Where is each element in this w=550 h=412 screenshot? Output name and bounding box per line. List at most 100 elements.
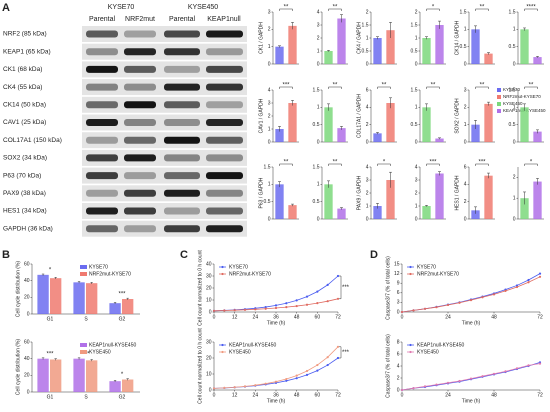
legend-label: KEAP1null-KYSE450 [89,342,136,348]
blot-band [206,65,243,73]
y-tick-label: 4 [268,87,271,93]
y-tick-label: 1.5 [509,9,516,15]
point [326,363,329,367]
y-tick-label: 10 [206,371,212,377]
y-tick-label: 2 [513,175,516,181]
blot-band [86,30,118,38]
y-tick-label: 1 [415,203,418,209]
bar [484,53,493,64]
y-tick-label: 3 [464,87,467,93]
y-tick-label: 2 [397,375,400,381]
point [446,303,450,307]
protein-label: SOX2 (34 kDa) [3,155,47,162]
blot-strip [82,149,160,166]
y-tick-label: 0.5 [313,199,320,205]
significance: ** [480,83,485,89]
y-tick-label: 4 [397,363,400,369]
y-tick-label: 20 [24,373,30,379]
x-tick-label: 60 [315,392,321,398]
y-tick-label: 0 [513,216,516,222]
bar [386,103,395,142]
x-tick-label: 24 [253,392,259,398]
blot-strip [82,61,160,78]
protein-label: CAV1 (25 kDa) [3,119,46,126]
point [458,301,461,304]
blot-band [124,65,156,73]
x-axis-label: Time (h) [462,398,481,404]
blot-strip [160,220,247,237]
cell-line: KYSE70 [108,4,135,11]
protein-label: GAPDH (36 kDa) [3,225,53,232]
y-tick-label: 2 [415,190,418,196]
bar [386,30,395,64]
blot-band [124,136,156,144]
x-tick-label: 36 [273,392,279,398]
significance-bracket [339,346,342,359]
y-tick-label: 3 [268,9,271,15]
blot-strip [160,79,247,96]
blot-band [206,225,243,233]
point [538,272,542,275]
bar [73,282,85,314]
x-tick-label: 12 [232,314,238,320]
y-tick-label: 2 [366,190,369,196]
point [336,345,340,348]
bar [86,283,98,314]
significance-bracket [328,86,342,89]
bar [422,38,431,64]
y-tick-label: 1.5 [313,164,320,170]
significance-bracket [475,8,489,11]
legend-marker [409,265,412,269]
y-tick-label: 0 [317,61,320,67]
x-axis-label: Time (h) [462,320,481,326]
significance-bracket [426,86,440,89]
legend-swatch [80,350,87,354]
x-tick-label: 24 [253,314,259,320]
significance: ** [333,5,338,11]
x-axis-label: Time (h) [267,398,286,404]
y-axis-label: CK14 / GAPDH [454,20,460,55]
x-tick-label: G1 [47,394,54,400]
line [401,363,541,391]
bar [288,103,297,142]
point [527,278,530,282]
y-tick-label: 30 [206,273,212,279]
y-tick-label: 0 [366,216,369,222]
blot-band [86,225,118,233]
y-tick-label: 0 [268,216,271,222]
y-tick-label: 12 [394,271,400,277]
x-tick-label: 24 [445,392,451,398]
y-tick-label: 1 [513,27,516,33]
legend-marker [221,343,224,347]
blot-strip [160,43,247,60]
bar [422,206,431,219]
protein-label: COL17A1 (150 kDa) [3,137,62,144]
point [336,274,340,278]
blot-band [86,189,118,197]
point [515,367,519,370]
x-tick-label: 60 [315,314,321,320]
line [401,362,541,391]
blot-band [206,48,243,56]
blot-band [164,48,200,56]
protein-label: PAX9 (38 kDa) [3,190,46,197]
blot-strip [160,203,247,219]
point [527,364,530,367]
blot-band [124,30,156,38]
point [254,384,257,387]
y-tick-label: 0.5 [509,44,516,50]
protein-label: NRF2 (85 kDa) [3,31,47,38]
legend-label: KYSE450 [229,349,251,355]
y-tick-label: 20 [24,295,30,301]
y-tick-label: 0 [415,139,418,145]
y-axis-label: HES1 / GAPDH [454,175,460,210]
y-tick-label: 8 [397,339,400,345]
y-axis-label: Cell count normalized to 0 h count [197,328,203,404]
legend-marker [409,343,412,347]
y-tick-label: 0 [27,311,30,317]
y-tick-label: 0 [513,61,516,67]
blot-band [124,83,156,91]
blot-band [86,48,118,56]
y-tick-label: 0 [366,61,369,67]
point [316,363,319,367]
